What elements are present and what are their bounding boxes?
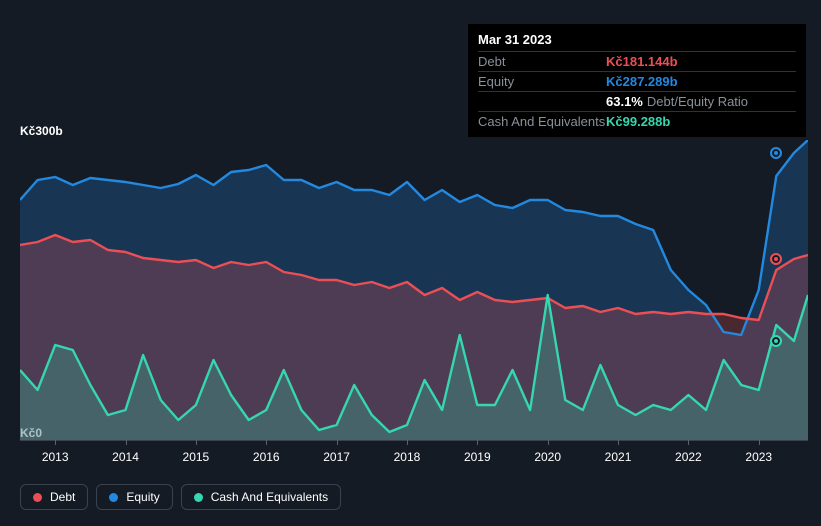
legend-dot-icon bbox=[33, 493, 42, 502]
x-tick-label: 2015 bbox=[183, 450, 210, 464]
x-tick-label: 2014 bbox=[112, 450, 139, 464]
legend-label: Debt bbox=[50, 490, 75, 504]
tooltip-debt-value: Kč181.144b bbox=[606, 54, 678, 69]
tooltip-ratio-spacer bbox=[478, 94, 606, 109]
legend-label: Equity bbox=[126, 490, 159, 504]
x-axis: 2013 2014 2015 2016 2017 2018 2019 2020 2021 2022… bbox=[20, 450, 808, 470]
legend-dot-icon bbox=[109, 493, 118, 502]
legend-label: Cash And Equivalents bbox=[211, 490, 328, 504]
legend-dot-icon bbox=[194, 493, 203, 502]
tooltip-ratio-value: 63.1%Debt/Equity Ratio bbox=[606, 94, 748, 109]
chart-plot-area[interactable] bbox=[20, 140, 808, 440]
x-tick-mark bbox=[548, 440, 549, 445]
x-tick-mark bbox=[126, 440, 127, 445]
x-tick-label: 2020 bbox=[534, 450, 561, 464]
x-tick-mark bbox=[618, 440, 619, 445]
x-tick-label: 2021 bbox=[605, 450, 632, 464]
chart-legend: Debt Equity Cash And Equivalents bbox=[20, 484, 341, 510]
financials-chart: Kč300b Kč0 20132014201520162017201820192… bbox=[0, 0, 821, 526]
x-axis-baseline bbox=[20, 440, 808, 441]
x-tick-mark bbox=[196, 440, 197, 445]
tooltip-equity-label: Equity bbox=[478, 74, 606, 89]
x-tick-mark bbox=[688, 440, 689, 445]
x-tick-label: 2023 bbox=[745, 450, 772, 464]
tooltip-date: Mar 31 2023 bbox=[478, 32, 796, 51]
x-tick-label: 2019 bbox=[464, 450, 491, 464]
x-tick-mark bbox=[759, 440, 760, 445]
legend-item-equity[interactable]: Equity bbox=[96, 484, 172, 510]
tooltip-cash-label: Cash And Equivalents bbox=[478, 114, 606, 129]
x-tick-label: 2016 bbox=[253, 450, 280, 464]
x-tick-mark bbox=[337, 440, 338, 445]
tooltip-equity-value: Kč287.289b bbox=[606, 74, 678, 89]
x-tick-mark bbox=[407, 440, 408, 445]
marker-debt bbox=[770, 253, 782, 265]
x-tick-mark bbox=[266, 440, 267, 445]
legend-item-debt[interactable]: Debt bbox=[20, 484, 88, 510]
legend-item-cash[interactable]: Cash And Equivalents bbox=[181, 484, 341, 510]
x-tick-label: 2022 bbox=[675, 450, 702, 464]
tooltip-debt-label: Debt bbox=[478, 54, 606, 69]
x-tick-label: 2013 bbox=[42, 450, 69, 464]
marker-equity bbox=[770, 147, 782, 159]
x-tick-mark bbox=[477, 440, 478, 445]
marker-cash bbox=[770, 335, 782, 347]
x-tick-label: 2018 bbox=[394, 450, 421, 464]
chart-tooltip: Mar 31 2023 Debt Kč181.144b Equity Kč287… bbox=[468, 24, 806, 137]
y-axis-label-top: Kč300b bbox=[20, 124, 63, 138]
x-tick-mark bbox=[55, 440, 56, 445]
tooltip-cash-value: Kč99.288b bbox=[606, 114, 670, 129]
x-tick-label: 2017 bbox=[323, 450, 350, 464]
